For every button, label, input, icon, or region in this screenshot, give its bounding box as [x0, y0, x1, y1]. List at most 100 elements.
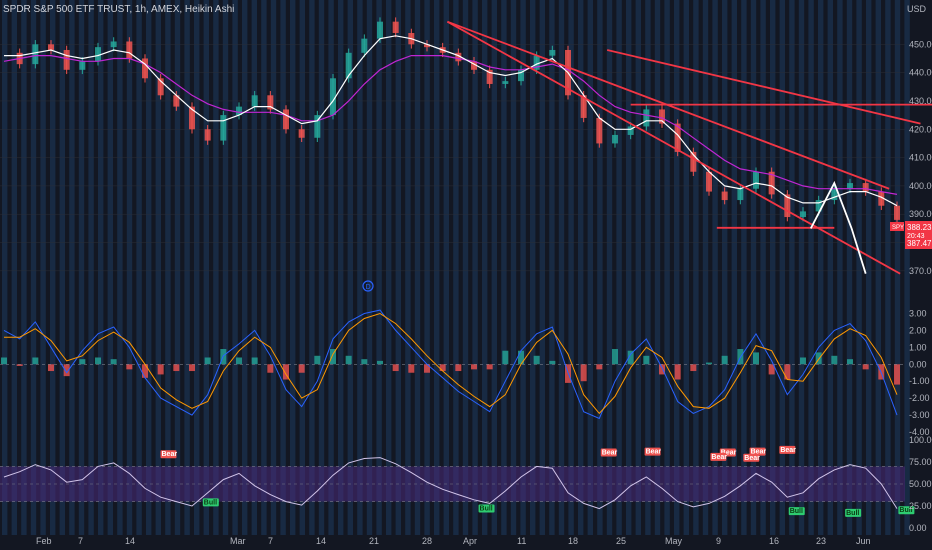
candle-body[interactable]: [721, 191, 728, 201]
bear-signal[interactable]: Bear: [743, 453, 760, 462]
trendlines[interactable]: [446, 20, 932, 275]
macd-hist-bar[interactable]: [533, 355, 540, 365]
candle-body[interactable]: [298, 129, 305, 138]
rsi-tick[interactable]: 0.00: [909, 523, 927, 533]
macd-hist-bar[interactable]: [79, 359, 86, 365]
bear-signal-box[interactable]: [749, 447, 766, 456]
macd-hist-bar[interactable]: [110, 359, 117, 365]
bear-signal[interactable]: Bear: [710, 452, 727, 461]
macd-hist-bar[interactable]: [251, 357, 258, 365]
candle-body[interactable]: [471, 61, 477, 70]
candle-body[interactable]: [784, 194, 791, 218]
macd-signal-line[interactable]: [4, 312, 898, 415]
bull-signal-box[interactable]: [898, 506, 915, 515]
bear-signal[interactable]: Bear: [779, 445, 796, 454]
macd-hist-bar[interactable]: [815, 352, 822, 365]
time-tick[interactable]: 23: [816, 536, 826, 546]
candle-body[interactable]: [377, 21, 383, 39]
dividend-icon[interactable]: [362, 280, 374, 292]
macd-tick[interactable]: 1.00: [909, 342, 927, 352]
macd-hist-bar[interactable]: [706, 362, 712, 365]
bull-signal[interactable]: Bull: [788, 507, 805, 516]
rsi-tick[interactable]: 50.00: [909, 479, 932, 489]
macd-hist-bar[interactable]: [16, 364, 23, 366]
macd-hist-bar[interactable]: [189, 364, 195, 372]
macd-line[interactable]: [3, 309, 898, 420]
macd-tick[interactable]: -2.00: [909, 393, 930, 403]
macd-hist-bar[interactable]: [314, 355, 321, 365]
candle-body[interactable]: [533, 55, 540, 70]
candle-body[interactable]: [142, 58, 148, 79]
macd-hist-bar[interactable]: [847, 359, 853, 365]
macd-hist-bar[interactable]: [612, 349, 618, 365]
time-tick[interactable]: 7: [78, 536, 83, 546]
bull-signal[interactable]: Bull: [478, 504, 495, 513]
dividend-marker[interactable]: D: [362, 280, 374, 292]
candle-body[interactable]: [800, 211, 806, 218]
candle-body[interactable]: [424, 44, 430, 48]
bull-signal[interactable]: Bull: [898, 506, 915, 515]
ema-fast-line[interactable]: [4, 35, 898, 207]
macd-hist-bar[interactable]: [596, 364, 603, 370]
macd-hist-bar[interactable]: [721, 355, 728, 365]
candle-body[interactable]: [173, 95, 180, 107]
macd-hist-bar[interactable]: [283, 364, 289, 380]
candle-body[interactable]: [267, 95, 274, 110]
macd-hist-bar[interactable]: [392, 364, 399, 372]
candle-body[interactable]: [314, 115, 321, 138]
candle-body[interactable]: [737, 188, 744, 201]
candle-body[interactable]: [220, 115, 227, 141]
candle-body[interactable]: [345, 52, 352, 79]
time-axis[interactable]: Feb 7 14 Mar 7 14 21 28 Apr 11 18 25 May 9 16 23 Jun: [36, 536, 871, 546]
bear-signal-box[interactable]: [710, 452, 727, 461]
projection-path[interactable]: [810, 180, 867, 274]
macd-hist-bar[interactable]: [800, 357, 806, 365]
time-tick[interactable]: 16: [769, 536, 779, 546]
candle-body[interactable]: [204, 129, 211, 141]
price-tick[interactable]: 420.00: [909, 124, 932, 134]
macd-hist-bar[interactable]: [831, 355, 838, 365]
candle-body[interactable]: [283, 109, 289, 130]
candle-body[interactable]: [330, 78, 336, 116]
macd-hist-bar[interactable]: [502, 350, 509, 365]
price-tick[interactable]: 400.00: [909, 181, 932, 191]
bull-signal-box[interactable]: [202, 498, 219, 507]
macd-hist-bar[interactable]: [63, 364, 70, 377]
macd-tick[interactable]: 2.00: [909, 325, 927, 335]
price-pane[interactable]: [3, 17, 900, 225]
bear-signal[interactable]: Bear: [644, 447, 662, 456]
macd-hist-bar[interactable]: [48, 364, 54, 372]
macd-hist-bar[interactable]: [204, 357, 211, 365]
candle-body[interactable]: [831, 188, 838, 201]
macd-hist-bar[interactable]: [236, 357, 242, 365]
candle-body[interactable]: [502, 81, 509, 84]
candle-body[interactable]: [455, 52, 462, 62]
bear-signal-box[interactable]: [160, 450, 177, 459]
macd-hist-bar[interactable]: [408, 364, 415, 373]
macd-hist-bar[interactable]: [377, 360, 383, 365]
macd-tick[interactable]: -3.00: [909, 410, 930, 420]
time-tick[interactable]: Mar: [230, 536, 246, 546]
macd-hist-bar[interactable]: [142, 364, 148, 378]
bear-signal[interactable]: Bear: [160, 450, 178, 459]
macd-hist-bar[interactable]: [455, 364, 462, 372]
bull-signal-box[interactable]: [788, 507, 805, 516]
macd-hist-bar[interactable]: [486, 364, 493, 370]
time-tick[interactable]: 11: [517, 536, 526, 546]
macd-hist-bar[interactable]: [690, 364, 697, 372]
macd-hist-bar[interactable]: [330, 349, 336, 365]
candle-body[interactable]: [659, 109, 665, 124]
macd-hist-bar[interactable]: [267, 364, 274, 373]
macd-tick[interactable]: -1.00: [909, 376, 930, 386]
macd-hist-bar[interactable]: [768, 364, 775, 375]
macd-hist-bar[interactable]: [894, 364, 900, 385]
macd-hist-bar[interactable]: [32, 357, 39, 365]
candle-body[interactable]: [392, 21, 399, 33]
macd-hist-bar[interactable]: [157, 364, 164, 375]
candle-body[interactable]: [361, 38, 368, 53]
macd-tick[interactable]: 3.00: [909, 308, 927, 318]
candle-body[interactable]: [48, 44, 54, 50]
candle-body[interactable]: [236, 106, 242, 116]
candle-body[interactable]: [95, 47, 101, 62]
